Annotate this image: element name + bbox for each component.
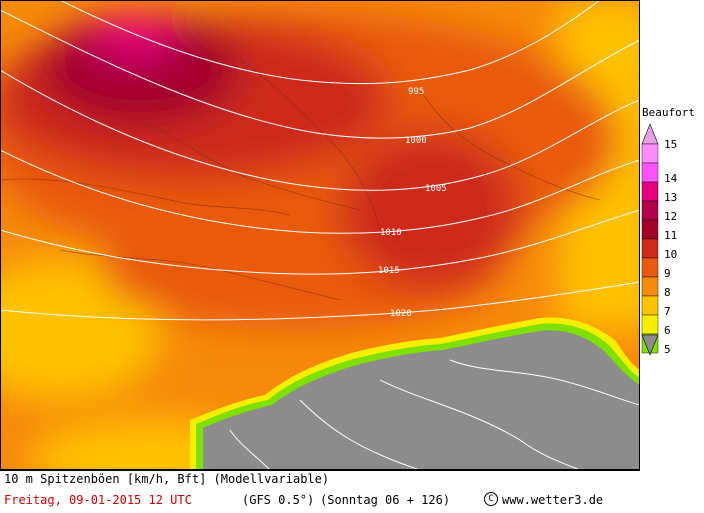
legend-label-15: 15: [664, 138, 677, 151]
legend-swatch-9: [641, 257, 659, 278]
bft-13-core-zone: [100, 15, 170, 55]
legend-label-6: 6: [664, 324, 671, 337]
legend-swatch-13: [641, 181, 659, 202]
legend-swatch-6: [641, 314, 659, 335]
legend-title: Beaufort: [642, 106, 695, 119]
copyright-icon: C: [484, 492, 498, 506]
country-border: [139, 119, 361, 211]
isobar-1005: [0, 69, 640, 191]
border-line: [229, 429, 271, 470]
isobar-label-1010: 1010: [380, 228, 402, 238]
legend-above-arrow: [641, 123, 659, 145]
legend-swatch-12: [641, 200, 659, 221]
legend-swatch-8: [641, 276, 659, 297]
isobar-1000: [0, 9, 640, 139]
map-frame: [0, 0, 640, 470]
isobar-995: [59, 0, 601, 85]
legend-label-11: 11: [664, 229, 677, 242]
model-label: (GFS 0.5°): [242, 493, 315, 507]
country-border: [239, 59, 381, 231]
date-label: Freitag, 09-01-2015 12 UTC: [4, 493, 192, 507]
beaufort-legend: Beaufort 15 14 13 12 11 10 9 8 7 6 5: [641, 106, 695, 356]
legend-label-7: 7: [664, 305, 671, 318]
isobar-label-1000: 1000: [405, 136, 427, 146]
border-line: [379, 379, 581, 470]
legend-label-14: 14: [664, 172, 678, 185]
land-area: [203, 330, 640, 470]
isobar-label-1015: 1015: [378, 266, 400, 276]
wind-gust-map: 995 1000 1005 1010 1015 1020: [0, 0, 640, 470]
legend-swatch-14: [641, 162, 659, 183]
isobar-1015: [0, 209, 640, 275]
legend-swatch-10: [641, 238, 659, 259]
country-border: [0, 178, 291, 216]
legend-swatch-7: [641, 295, 659, 316]
legend-swatch-15: [641, 143, 659, 164]
isobar-label-995: 995: [408, 87, 424, 97]
variable-label: 10 m Spitzenböen [km/h, Bft] (Modellvari…: [4, 472, 330, 486]
country-border: [419, 89, 601, 201]
legend-label-13: 13: [664, 191, 677, 204]
isobar-label-1020: 1020: [390, 309, 412, 319]
website-link[interactable]: www.wetter3.de: [502, 493, 604, 507]
border-line: [449, 359, 640, 406]
legend-swatch-11: [641, 219, 659, 240]
map-footer: 10 m Spitzenböen [km/h, Bft] (Modellvari…: [0, 470, 640, 513]
legend-label-12: 12: [664, 210, 677, 223]
isobar-1010: [0, 149, 640, 234]
legend-below-arrow: [641, 334, 659, 356]
run-label: (Sonntag 06 + 126): [320, 493, 451, 507]
legend-label-10: 10: [664, 248, 677, 261]
legend-label-9: 9: [664, 267, 671, 280]
border-line: [299, 399, 421, 470]
legend-label-8: 8: [664, 286, 671, 299]
isobar-label-1005: 1005: [425, 184, 447, 194]
isobar-1020: [0, 281, 640, 321]
legend-label-5: 5: [664, 343, 671, 356]
bft-10-center-zone: [340, 130, 520, 290]
